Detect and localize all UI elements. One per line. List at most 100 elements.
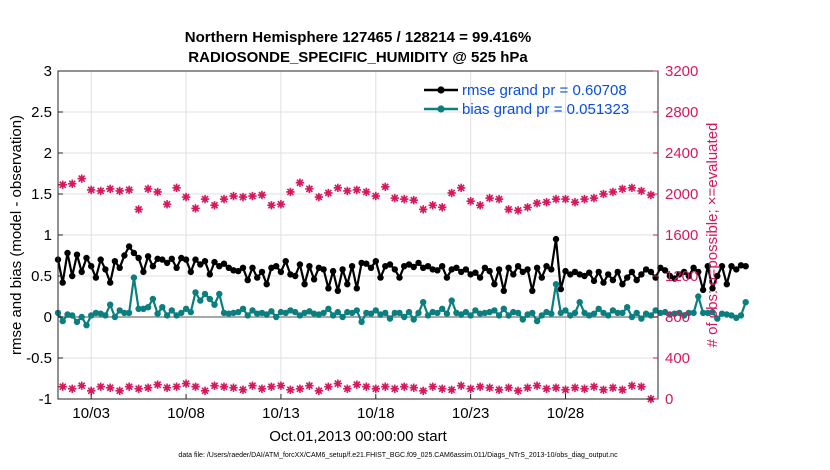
rmse-point xyxy=(182,256,190,263)
bias-point xyxy=(88,312,95,319)
obs-evaluated-point xyxy=(542,384,551,393)
bias-point xyxy=(661,308,669,316)
obs-possible-point xyxy=(466,196,475,206)
obs-evaluated-point xyxy=(229,383,238,392)
rmse-point xyxy=(273,263,280,270)
rmse-point xyxy=(263,281,270,288)
left-axis: -1 -0.5 0 0.5 1 1.5 2 2.5 3 xyxy=(26,63,63,408)
right-tick-label: 2800 xyxy=(665,104,698,121)
bias-point xyxy=(244,312,251,319)
rmse-point xyxy=(187,268,194,276)
rmse-point xyxy=(107,279,114,286)
rmse-point xyxy=(410,263,417,271)
bias-point xyxy=(742,299,749,306)
rmse-point xyxy=(211,258,218,266)
obs-possible-point xyxy=(286,187,295,197)
obs-possible-point xyxy=(504,205,513,214)
obs-evaluated-point xyxy=(381,382,390,391)
rmse-point xyxy=(367,264,375,271)
rmse-point xyxy=(476,274,484,281)
rmse-point xyxy=(628,268,636,276)
rmse-point xyxy=(282,258,289,265)
rmse-point xyxy=(396,274,403,281)
bias-point xyxy=(220,309,228,317)
rmse-point xyxy=(225,264,232,271)
obs-evaluated-point xyxy=(343,384,352,393)
obs-possible-point xyxy=(238,192,248,202)
right-tick-label: 1600 xyxy=(665,227,698,244)
rmse-point xyxy=(140,268,147,276)
bias-point xyxy=(69,312,76,319)
rmse-point xyxy=(704,263,711,270)
obs-evaluated-point xyxy=(637,382,646,391)
obs-evaluated-point xyxy=(561,385,570,394)
rmse-point xyxy=(609,276,617,284)
right-tick-label: 3200 xyxy=(665,63,698,80)
rmse-point xyxy=(586,269,593,276)
rmse-point xyxy=(699,286,707,294)
obs-possible-point xyxy=(219,194,229,204)
bias-point xyxy=(733,314,740,321)
bias-point xyxy=(462,308,470,316)
obs-possible-point xyxy=(143,184,153,194)
rmse-point xyxy=(733,266,740,273)
rmse-point xyxy=(614,268,621,276)
bias-point xyxy=(514,309,522,317)
obs-possible-point xyxy=(68,179,77,188)
rmse-point xyxy=(728,263,735,270)
left-tick-label: 2 xyxy=(44,145,52,162)
obs-evaluated-point xyxy=(504,383,513,392)
bias-point xyxy=(676,309,683,317)
bias-point xyxy=(704,309,711,317)
obs-evaluated-point xyxy=(276,381,286,390)
obs-possible-point xyxy=(381,182,390,192)
series-layer xyxy=(54,235,749,329)
bias-point xyxy=(130,274,138,281)
x-tick-label: 10/23 xyxy=(452,405,490,422)
obs-evaluated-point xyxy=(58,382,67,391)
bias-point xyxy=(567,312,574,319)
rmse-point xyxy=(329,267,337,275)
bias-point xyxy=(695,293,702,300)
bias-point xyxy=(287,307,294,314)
bias-point xyxy=(339,313,346,321)
rmse-point xyxy=(121,252,128,259)
rmse-point xyxy=(548,266,555,273)
x-tick-label: 10/03 xyxy=(72,405,110,422)
obs-evaluated-point xyxy=(153,380,162,389)
rmse-point xyxy=(116,264,123,271)
bias-point xyxy=(116,307,123,314)
rmse-point xyxy=(571,268,579,276)
obs-evaluated-point xyxy=(608,383,618,392)
bias-point xyxy=(306,308,313,315)
rmse-point xyxy=(453,264,460,271)
legend-rmse-label: rmse grand pr = 0.60708 xyxy=(462,82,627,99)
bias-point xyxy=(353,307,360,314)
rmse-point xyxy=(125,243,133,250)
obs-possible-point xyxy=(248,191,257,201)
bias-point xyxy=(581,309,588,317)
bias-point xyxy=(633,309,640,317)
obs-possible-point xyxy=(162,200,172,209)
obs-evaluated-point xyxy=(485,383,494,392)
rmse-point xyxy=(647,268,655,276)
legend: rmse grand pr = 0.60708 bias grand pr = … xyxy=(424,82,629,118)
obs-count-layer xyxy=(58,174,656,404)
rmse-point xyxy=(439,263,446,270)
bias-point xyxy=(666,311,674,318)
bias-point xyxy=(182,305,190,312)
chart-title-line2: RADIOSONDE_SPECIFIC_HUMIDITY @ 525 hPa xyxy=(188,49,528,66)
bias-point xyxy=(92,309,100,317)
bias-point xyxy=(453,309,460,317)
left-tick-label: 3 xyxy=(44,63,52,80)
obs-possible-point xyxy=(551,194,561,204)
rmse-point xyxy=(149,263,157,270)
bias-point xyxy=(737,312,745,319)
rmse-point xyxy=(680,268,688,276)
obs-possible-point xyxy=(324,188,333,198)
rmse-point xyxy=(443,274,451,281)
bias-point xyxy=(420,299,427,306)
bias-point xyxy=(358,318,365,326)
bias-point xyxy=(538,312,545,319)
obs-evaluated-point xyxy=(437,384,447,393)
